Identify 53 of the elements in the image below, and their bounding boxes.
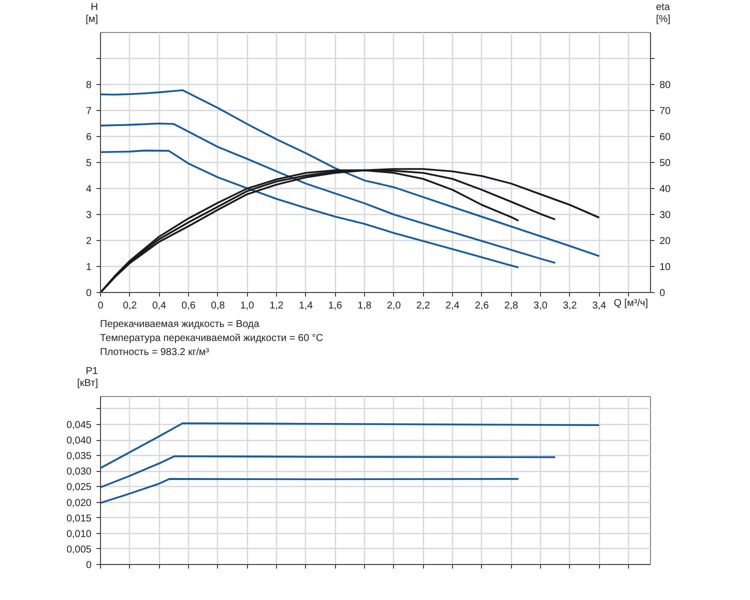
- y-tick-label: 3: [86, 210, 92, 221]
- y2-tick-label: 70: [660, 106, 672, 117]
- y2-tick-label: 50: [660, 158, 672, 169]
- y2-tick-label: 10: [660, 262, 672, 273]
- y-tick-label: 8: [86, 80, 92, 91]
- text: Плотность = 983.2 кг/м³: [100, 347, 210, 358]
- x-tick-label: 1,8: [358, 300, 372, 312]
- y-tick-label: 0: [86, 560, 92, 571]
- y-axis-title: H [м]: [84, 2, 98, 26]
- x-tick-label: 0,6: [182, 300, 196, 312]
- x-tick-label: 3,0: [534, 300, 548, 312]
- y-tick-label: 0,035: [66, 451, 92, 462]
- y-tick-label: 5: [86, 158, 92, 169]
- y-tick-label: 2: [86, 236, 92, 247]
- y2-tick-label: 20: [660, 236, 672, 247]
- y-tick-label: 0,015: [66, 513, 92, 524]
- x-tick-label: 2,2: [416, 300, 431, 312]
- y-tick-label: 0,040: [66, 436, 92, 447]
- x-tick-label: 0,2: [122, 300, 138, 312]
- y-tick-label: 0,020: [66, 498, 92, 509]
- y2-axis-title: eta [%]: [656, 2, 670, 26]
- y-tick-label: 1: [86, 262, 92, 273]
- x-tick-label: 2,4: [446, 300, 460, 312]
- x-tick-label: 2,0: [386, 300, 402, 312]
- x-tick-label: 0,8: [210, 300, 226, 312]
- x-axis-title: Q [м³/ч]: [614, 298, 648, 309]
- x-tick-label: 3,4: [592, 300, 607, 312]
- y-tick-label: 4: [86, 184, 92, 195]
- y-tick-label: 0,030: [66, 466, 92, 478]
- x-tick-label: 2,8: [504, 300, 519, 312]
- y-tick-label: 6: [86, 132, 92, 143]
- y2-tick-label: 40: [660, 184, 672, 195]
- y2-tick-label: 60: [660, 132, 672, 143]
- y2-tick-label: 0: [660, 288, 666, 299]
- y-tick-label: 0: [86, 288, 92, 299]
- x-tick-label: 1,2: [270, 300, 284, 312]
- x-tick-label: 1,6: [328, 300, 343, 312]
- x-tick-label: 1,0: [240, 300, 255, 312]
- x-tick-label: 1,4: [298, 300, 314, 312]
- text: Температура перекачиваемой жидкости = 60 °C: [100, 333, 324, 344]
- y2-tick-label: 80: [660, 80, 672, 91]
- x-tick-label: 2,6: [474, 300, 490, 312]
- x-tick-label: 0,4: [152, 300, 167, 312]
- x-tick-label: 3,2: [562, 300, 578, 312]
- y-tick-label: 0,005: [66, 544, 92, 556]
- text: Перекачиваемая жидкость = Вода: [100, 319, 260, 330]
- y-tick-label: 0,010: [66, 528, 92, 540]
- y2-tick-label: 30: [660, 210, 672, 221]
- y-axis-title: P1 [кВт]: [76, 366, 98, 390]
- y-tick-label: 0,045: [66, 420, 92, 431]
- x-tick-label: 0: [98, 300, 104, 312]
- y-tick-label: 7: [86, 106, 92, 117]
- y-tick-label: 0,025: [66, 482, 92, 494]
